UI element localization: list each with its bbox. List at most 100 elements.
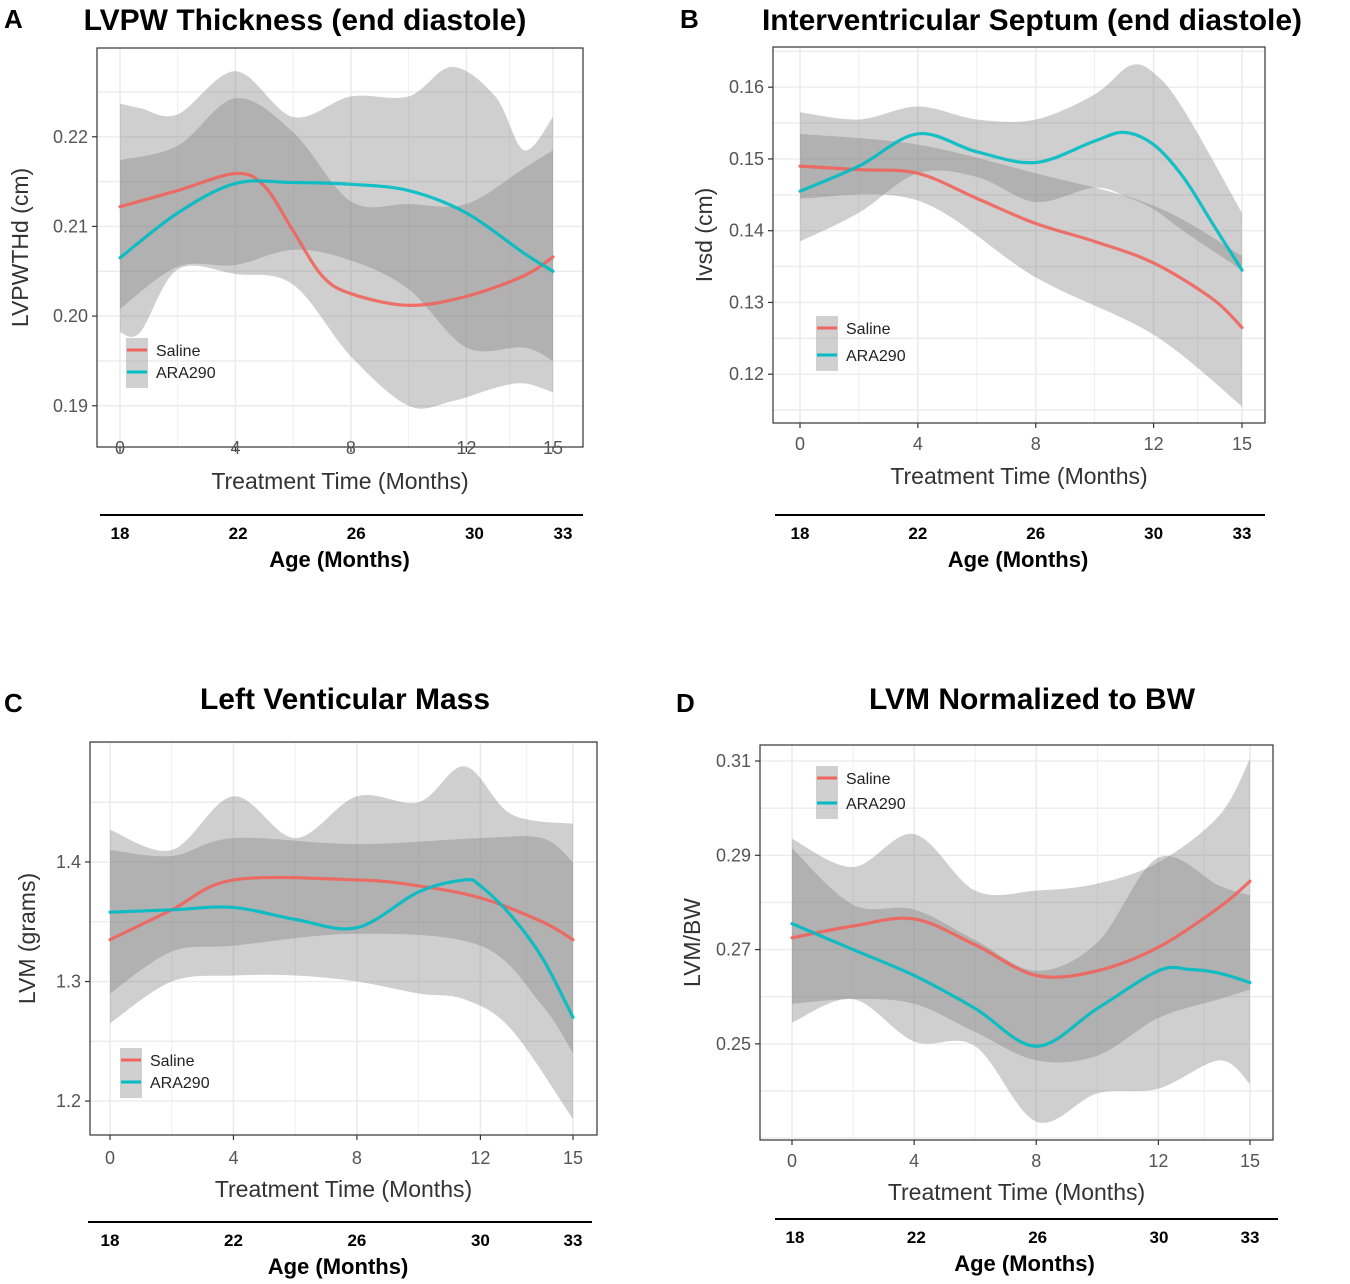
x-tick-label: 8 xyxy=(346,438,356,458)
x-tick-label: 12 xyxy=(470,1148,490,1168)
legend-label: Saline xyxy=(150,1053,195,1070)
y-axis-title: LVM/BW xyxy=(679,898,705,987)
x-tick-label: 15 xyxy=(543,438,563,458)
series-line-saline xyxy=(118,171,555,307)
plot-frame xyxy=(772,46,1266,424)
y-axis-title: LVM (grams) xyxy=(14,873,40,1004)
panel-a: A LVPW Thickness (end diastole) 0.19 0.20 0.… xyxy=(4,4,584,572)
age-tick-label: 33 xyxy=(564,1231,583,1250)
x-tick-label: 15 xyxy=(1232,434,1252,454)
x-tick-label: 4 xyxy=(230,438,240,458)
series-line-ara290 xyxy=(108,878,575,1019)
legend-label: Saline xyxy=(156,343,201,360)
panel-letter: B xyxy=(680,4,699,34)
chart-title: Interventricular Septum (end diastole) xyxy=(762,4,1302,37)
age-axis-title: Age (Months) xyxy=(269,547,410,572)
age-tick-label: 22 xyxy=(907,1228,926,1247)
age-tick-label: 30 xyxy=(471,1231,490,1250)
x-tick-label: 0 xyxy=(115,438,125,458)
legend-label: ARA290 xyxy=(156,365,216,382)
y-tick-label: 0.21 xyxy=(53,216,88,236)
legend-key-background xyxy=(816,766,838,819)
plot-background xyxy=(760,745,1273,1140)
age-tick-label: 33 xyxy=(1241,1228,1260,1247)
legend-key-background xyxy=(120,1048,142,1098)
y-tick-label: 0.15 xyxy=(729,149,764,169)
age-tick-label: 33 xyxy=(1233,524,1252,543)
panel-letter: A xyxy=(4,4,23,34)
y-tick-label: 0.22 xyxy=(53,127,88,147)
y-tick-label: 0.14 xyxy=(729,221,764,241)
y-axis-title: LVPWTHd (cm) xyxy=(7,168,33,327)
confidence-ribbon xyxy=(110,836,573,1054)
y-tick-label: 1.2 xyxy=(56,1091,81,1111)
confidence-ribbon xyxy=(792,758,1250,1123)
x-tick-label: 12 xyxy=(456,438,476,458)
x-axis-title: Treatment Time (Months) xyxy=(215,1176,472,1202)
legend-label: ARA290 xyxy=(846,348,906,365)
age-axis-title: Age (Months) xyxy=(948,547,1089,572)
plot-frame xyxy=(89,741,598,1136)
y-tick-label: 0.13 xyxy=(729,292,764,312)
series-line-ara290 xyxy=(118,179,555,273)
age-tick-label: 18 xyxy=(101,1231,120,1250)
chart-title: Left Venticular Mass xyxy=(200,683,490,716)
age-axis-title: Age (Months) xyxy=(268,1254,409,1279)
age-tick-label: 18 xyxy=(786,1228,805,1247)
chart-title: LVPW Thickness (end diastole) xyxy=(84,4,527,37)
x-tick-label: 8 xyxy=(1031,434,1041,454)
confidence-ribbon xyxy=(800,133,1242,407)
x-axis-title: Treatment Time (Months) xyxy=(888,1179,1145,1205)
x-tick-label: 15 xyxy=(1240,1151,1260,1171)
x-axis-title: Treatment Time (Months) xyxy=(890,463,1147,489)
age-axis-title: Age (Months) xyxy=(954,1251,1095,1276)
legend-label: ARA290 xyxy=(150,1075,210,1092)
y-tick-label: 0.27 xyxy=(716,940,751,960)
age-tick-label: 26 xyxy=(347,524,366,543)
legend-label: ARA290 xyxy=(846,796,906,813)
age-tick-label: 22 xyxy=(229,524,248,543)
age-tick-label: 26 xyxy=(1028,1228,1047,1247)
y-tick-label: 1.4 xyxy=(56,852,81,872)
age-tick-label: 22 xyxy=(224,1231,243,1250)
series-line-ara290 xyxy=(790,922,1252,1048)
confidence-ribbon xyxy=(800,64,1242,271)
y-axis-title: Ivsd (cm) xyxy=(691,188,717,283)
legend-key-background xyxy=(126,338,148,388)
chart-title: LVM Normalized to BW xyxy=(869,683,1196,716)
x-axis-title: Treatment Time (Months) xyxy=(211,468,468,494)
plot-background xyxy=(90,742,597,1135)
age-tick-label: 30 xyxy=(1144,524,1163,543)
confidence-ribbon xyxy=(120,66,553,409)
age-tick-label: 26 xyxy=(1026,524,1045,543)
x-tick-label: 12 xyxy=(1144,434,1164,454)
series-line-saline xyxy=(798,164,1244,330)
x-tick-label: 12 xyxy=(1148,1151,1168,1171)
legend-label: Saline xyxy=(846,321,891,338)
panel-b: B Interventricular Septum (end diastole) 0… xyxy=(680,4,1302,572)
y-tick-label: 0.31 xyxy=(716,751,751,771)
x-tick-label: 0 xyxy=(105,1148,115,1168)
plot-frame xyxy=(759,744,1274,1141)
y-tick-label: 0.12 xyxy=(729,364,764,384)
y-tick-label: 0.19 xyxy=(53,396,88,416)
panel-d: D LVM Normalized to BW 0.25 0.27 0.29 0.31 0 4 8… xyxy=(676,683,1278,1276)
plot-frame xyxy=(96,47,584,448)
plot-background xyxy=(773,47,1265,423)
x-tick-label: 4 xyxy=(913,434,923,454)
x-tick-label: 0 xyxy=(795,434,805,454)
y-tick-label: 0.20 xyxy=(53,306,88,326)
x-tick-label: 8 xyxy=(1031,1151,1041,1171)
age-tick-label: 33 xyxy=(554,524,573,543)
series-line-saline xyxy=(108,875,575,942)
legend-key-background xyxy=(816,316,838,371)
age-tick-label: 30 xyxy=(1150,1228,1169,1247)
x-tick-label: 15 xyxy=(563,1148,583,1168)
confidence-ribbon xyxy=(110,766,573,1119)
age-tick-label: 30 xyxy=(465,524,484,543)
legend-label: Saline xyxy=(846,771,891,788)
age-tick-label: 18 xyxy=(111,524,130,543)
panel-letter: D xyxy=(676,688,695,718)
series-line-saline xyxy=(790,879,1252,979)
